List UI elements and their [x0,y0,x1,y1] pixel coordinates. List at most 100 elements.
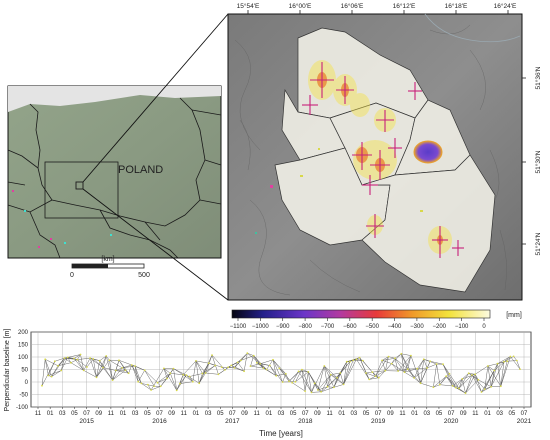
colorbar-tick-label: −1100 [230,324,247,330]
baseline-link [465,374,473,394]
y-tick-label: 50 [21,368,28,374]
baseline-link [99,360,113,381]
acquisition-point [377,376,380,379]
baseline-link [311,365,325,393]
baseline-link [301,369,306,392]
detail-speckles [255,148,423,234]
acquisition-point [310,391,313,394]
x-tick-label: 01 [47,411,54,417]
baseline-link [179,381,193,384]
acquisition-point [134,365,136,367]
acquisition-point [371,371,374,373]
baseline-link [109,360,113,381]
acquisition-point [506,360,509,363]
x-tick-label: 11 [181,411,188,417]
baseline-link [83,358,91,371]
acquisition-point [169,372,172,375]
acquisition-point [432,386,435,389]
acquisition-point [262,367,265,369]
x-tick-label: 01 [266,411,273,417]
baseline-link [484,365,489,390]
baseline-link [510,356,521,370]
baseline-link [458,373,469,389]
baseline-link [462,374,476,380]
acquisition-point [416,367,419,370]
baseline-link [314,383,322,392]
baseline-link [44,359,49,376]
year-label: 2020 [444,418,459,425]
baseline-link [128,364,133,374]
baseline-link [314,383,319,391]
acquisition-point [474,373,476,376]
acquisition-point [76,358,79,361]
acquisition-point [230,364,233,367]
y-tick-label: -50 [19,393,28,399]
x-tick-label: 11 [254,411,261,417]
acquisition-point [499,385,502,388]
acquisition-point [349,360,351,363]
acquisition-point [284,372,287,375]
acquisition-point [98,359,101,362]
baseline-link [375,360,383,377]
acquisition-point [301,368,303,371]
acquisition-point [195,360,197,362]
y-tick-label: -100 [16,405,29,411]
acquisition-point [471,374,473,376]
acquisition-point [342,383,345,386]
baseline-link [96,360,100,378]
acquisition-point [461,378,464,380]
baseline-link [163,368,177,391]
baseline-link [99,355,107,361]
baseline-link [250,365,264,369]
baseline-link [497,360,508,364]
acquisition-point [143,369,146,372]
baseline-link [198,355,213,384]
acquisition-point [333,386,335,389]
acquisition-point [249,365,252,367]
acquisition-point [53,360,56,363]
acquisition-point [89,357,91,360]
baseline-link [253,355,258,363]
baseline-link [410,355,421,384]
baseline-link [391,358,396,364]
colorbar-tick-label: −700 [321,324,335,330]
baseline-link [317,365,325,391]
baseline-link [420,359,425,384]
baseline-link [89,358,97,378]
baseline-link [151,386,161,391]
acquisition-point [121,367,124,369]
baseline-link [397,355,412,372]
baseline-link [375,370,386,377]
colorbar-tick-label: −800 [298,324,312,330]
acquisition-point [47,374,50,377]
baseline-link [41,361,55,386]
baseline-link [272,359,277,376]
colorbar-tick-label: −900 [276,324,290,330]
acquisition-point [451,385,454,387]
acquisition-point [320,390,322,393]
lon-tick-label-3: 16°12'E [393,2,416,10]
baseline-link [77,354,81,360]
baseline-link [186,375,193,382]
baseline-link [497,356,511,364]
baseline-link [292,371,299,383]
baseline-link [407,368,421,384]
baseline-link [490,363,498,387]
baseline-link [147,384,152,391]
baseline-link [247,352,254,356]
acquisition-point [291,381,294,384]
colorbar-tick-label: −200 [433,324,447,330]
baseline-link [420,382,434,388]
acquisition-point [207,362,210,365]
acquisition-point [256,361,258,364]
country-borders [7,97,222,259]
acquisition-point [57,364,59,367]
baseline-link [494,361,505,371]
baseline-link [301,369,309,373]
baseline-link [170,373,177,391]
scale-tick-500: 500 [138,272,150,279]
baseline-link [202,365,216,374]
x-tick-label: 05 [290,411,297,417]
baseline-link [41,359,46,386]
acquisition-point [44,358,47,361]
